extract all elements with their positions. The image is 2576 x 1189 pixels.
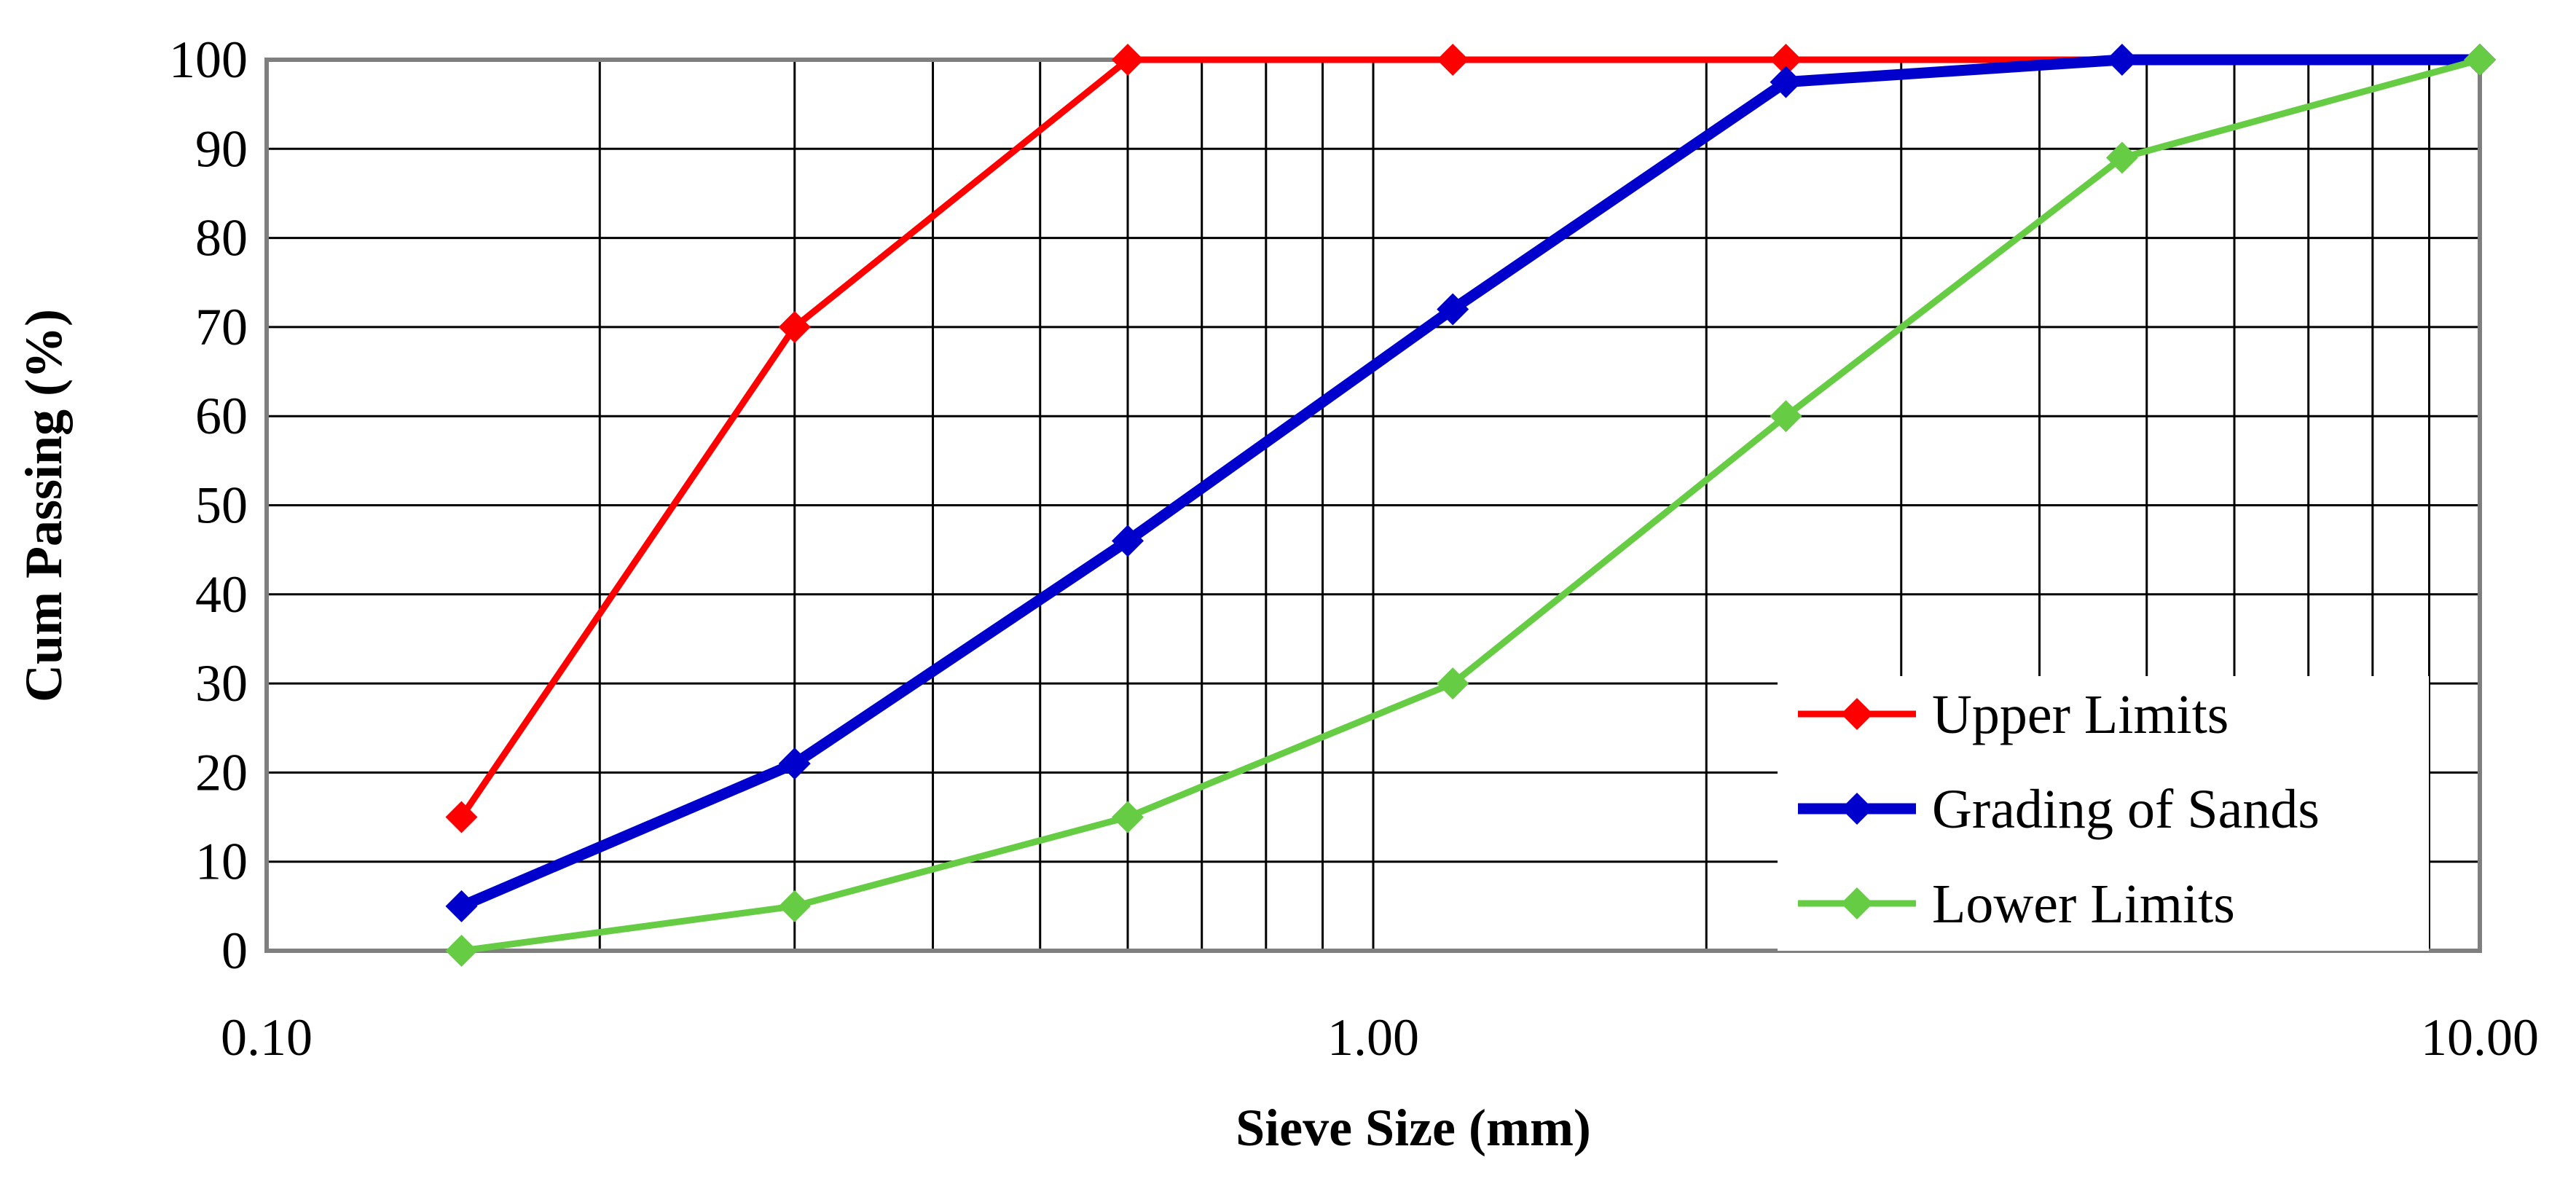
y-tick-label: 70 <box>195 298 248 356</box>
y-tick-label: 40 <box>195 565 248 624</box>
legend: Upper Limits Grading of Sands Lower Limits <box>1778 676 2429 951</box>
data-point-marker <box>1437 44 1469 76</box>
data-point-marker <box>1770 66 1802 98</box>
data-point-marker <box>445 890 478 922</box>
legend-label: Lower Limits <box>1932 874 2235 935</box>
data-point-marker <box>778 747 811 780</box>
y-tick-label: 20 <box>195 743 248 801</box>
y-tick-label: 30 <box>195 654 248 713</box>
data-point-marker <box>2464 44 2496 76</box>
x-tick-label: 10.00 <box>2421 1008 2539 1067</box>
data-point-marker <box>778 890 811 922</box>
legend-marker <box>1841 698 1873 730</box>
x-tick-label: 1.00 <box>1327 1008 1419 1067</box>
data-point-marker <box>1770 44 1802 76</box>
data-point-marker <box>1112 44 1144 76</box>
data-point-marker <box>1437 293 1469 326</box>
data-point-marker <box>2105 141 2138 174</box>
y-tick-label: 100 <box>169 31 248 89</box>
series-grading-of-sands <box>445 44 2496 922</box>
data-point-marker <box>445 801 478 833</box>
legend-label: Grading of Sands <box>1932 779 2320 840</box>
legend-marker <box>1841 793 1873 825</box>
x-tick-label: 0.10 <box>221 1008 313 1067</box>
data-point-marker <box>1437 667 1469 700</box>
y-tick-label: 60 <box>195 387 248 445</box>
series-lower-limits <box>445 44 2496 967</box>
y-tick-label: 0 <box>221 922 248 980</box>
tick-labels: 0 10 20 30 40 50 60 70 80 90 100 0.10 1.00 10.00 <box>169 31 2539 1067</box>
data-point-marker <box>778 310 811 343</box>
series-layer <box>445 44 2496 967</box>
y-axis-title: Cum Passing (%) <box>15 309 73 702</box>
data-point-marker <box>445 935 478 967</box>
x-axis-title: Sieve Size (mm) <box>1236 1099 1591 1157</box>
data-point-marker <box>1112 801 1144 833</box>
y-tick-label: 10 <box>195 833 248 891</box>
series-line <box>458 56 2480 820</box>
y-tick-label: 80 <box>195 209 248 267</box>
y-tick-label: 50 <box>195 476 248 535</box>
legend-label: Upper Limits <box>1932 684 2229 745</box>
data-point-marker <box>1112 525 1144 557</box>
data-point-marker <box>2105 44 2138 76</box>
legend-marker <box>1841 887 1873 919</box>
y-tick-label: 90 <box>195 119 248 178</box>
data-point-marker <box>1770 400 1802 433</box>
